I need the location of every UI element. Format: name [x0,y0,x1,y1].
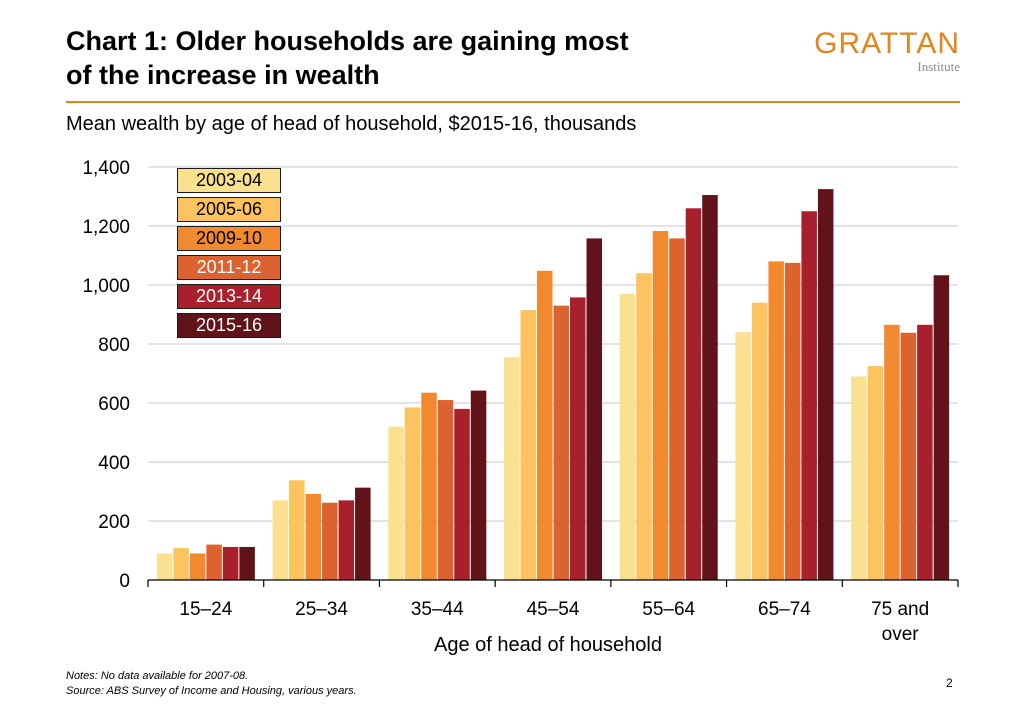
bar [504,357,520,580]
bar [454,408,470,580]
x-tick-label: over [882,624,920,645]
bar [520,310,536,580]
bar [619,293,636,580]
bar [355,487,371,580]
bar [156,553,173,580]
bar [751,302,768,580]
logo-wordmark: GRATTAN [814,27,960,60]
bar [917,324,933,580]
legend-item: 2015-16 [177,313,281,338]
chart-title-line-1: Chart 1: Older households are gaining mo… [66,26,629,56]
bar [537,270,553,580]
y-tick-label: 600 [98,394,130,415]
bar [305,493,322,580]
x-tick-label: 55–64 [642,599,695,620]
y-tick-label: 1,400 [82,158,130,179]
grattan-logo: GRATTAN Institute [800,28,960,74]
x-tick-label: 35–44 [411,599,464,620]
bar [338,500,355,580]
bar [437,400,454,580]
notes-text: Notes: No data available for 2007-08. [66,670,249,682]
bar [289,480,305,580]
bar [586,238,602,580]
bar [239,546,255,580]
bar [206,544,222,580]
legend-item: 2005-06 [177,197,281,222]
y-tick-label: 200 [98,512,130,533]
x-tick-label: 45–54 [527,599,580,620]
x-axis-title: Age of head of household [434,634,662,656]
bar [636,273,652,580]
y-tick-label: 0 [119,571,130,592]
axes: 0 200 400 600 800 1,000 1,200 1,400 15–24 25–34 35… [82,158,959,656]
chart-title-line-2: of the increase in wealth [66,60,380,90]
logo-subtitle: Institute [917,59,960,74]
legend-item: 2013-14 [177,284,281,309]
x-tick-label: 75 and [871,599,929,620]
chart-title: Chart 1: Older households are gaining mo… [66,24,766,92]
bar [669,238,685,580]
bar [570,297,586,580]
bar [322,502,338,580]
bar [933,275,950,580]
y-tick-label: 1,000 [82,276,130,297]
bar [222,546,239,580]
legend-item: 2003-04 [177,168,281,193]
bar [851,376,867,580]
x-tick-label: 25–34 [295,599,348,620]
bar [867,366,884,580]
bar [652,231,669,580]
y-tick-label: 800 [98,335,130,356]
chart-notes: Notes: No data available for 2007-08. So… [66,669,357,699]
bar [272,500,289,580]
legend-item: 2011-12 [177,255,281,280]
bar [553,305,569,580]
bar [470,390,487,580]
bar [421,392,437,580]
bar [884,324,900,580]
chart-legend: 2003-04 2005-06 2009-10 2011-12 2013-14 2015-… [177,168,281,342]
bar [784,262,801,580]
bar [801,211,817,580]
x-tick-label: 15–24 [179,599,232,620]
bar [685,208,702,581]
bar [173,548,189,580]
bar [189,553,206,580]
legend-item: 2009-10 [177,226,281,251]
y-tick-label: 400 [98,453,130,474]
bar [388,426,404,580]
page-number: 2 [946,676,953,690]
source-text: Source: ABS Survey of Income and Housing… [66,685,357,697]
bars [156,189,950,581]
bar [768,261,784,580]
header-rule [66,101,960,103]
bar [735,332,751,580]
x-tick-label: 65–74 [758,599,811,620]
bar [817,189,834,580]
bar [900,332,917,580]
y-tick-label: 1,200 [82,217,130,238]
chart-subtitle: Mean wealth by age of head of household,… [66,113,637,135]
bar [702,195,718,580]
bar [404,407,421,580]
